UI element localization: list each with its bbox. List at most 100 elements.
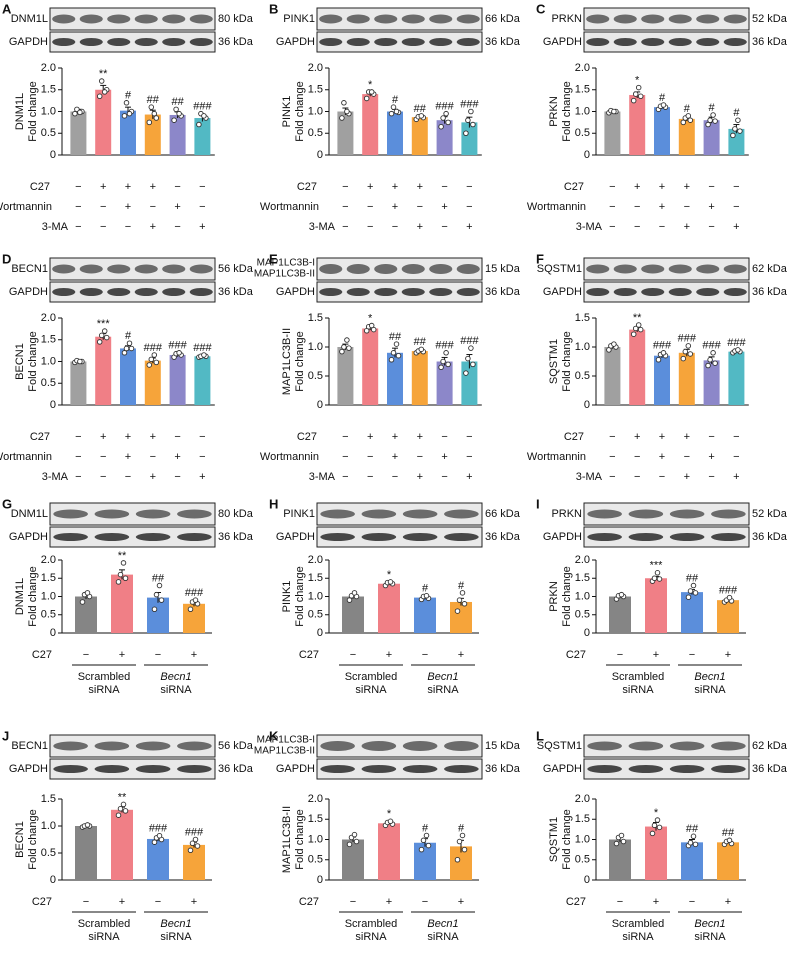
blot-strip	[583, 281, 750, 303]
condition-sign: +	[653, 649, 659, 661]
condition-name: C27	[564, 431, 584, 443]
blot-band	[723, 288, 747, 296]
data-point	[443, 110, 449, 117]
y-tick-label: 1.0	[308, 590, 323, 602]
data-point	[656, 824, 663, 831]
bar	[654, 355, 670, 405]
bar	[362, 328, 379, 405]
blot-band	[586, 288, 610, 296]
condition-sign: −	[155, 649, 161, 661]
data-point	[635, 84, 642, 91]
condition-sign: −	[367, 201, 373, 213]
significance: #	[125, 330, 132, 342]
y-tick-label: 1.5	[308, 84, 323, 96]
data-point	[201, 113, 207, 119]
condition-sign: −	[634, 201, 640, 213]
data-point	[148, 356, 155, 363]
condition-sign: +	[150, 221, 156, 233]
blot-band	[177, 533, 212, 541]
data-point	[735, 347, 741, 353]
data-point	[470, 121, 476, 128]
group-label: siRNA	[622, 931, 654, 943]
data-point	[346, 841, 353, 848]
bar	[436, 361, 453, 405]
condition-sign: +	[199, 221, 205, 233]
data-point	[120, 801, 127, 808]
bar	[609, 596, 631, 633]
data-point	[690, 833, 697, 840]
blot-band	[361, 509, 397, 519]
condition-name: Wortmannin	[260, 201, 319, 213]
blot-band	[346, 264, 370, 274]
y-tick-label: 0	[317, 399, 323, 411]
group-label: Scrambled	[345, 671, 398, 683]
bar	[411, 351, 428, 405]
blot-band	[669, 509, 705, 519]
bar	[411, 117, 428, 155]
data-point	[123, 345, 130, 352]
bar	[678, 118, 695, 155]
loading-label: GAPDH	[543, 286, 582, 298]
y-tick-label: 0.5	[308, 127, 323, 139]
data-point	[363, 95, 370, 102]
blot-band	[346, 288, 370, 296]
blot-band	[641, 14, 665, 24]
data-point	[393, 341, 400, 347]
y-tick-label: 2.0	[575, 62, 590, 74]
y-tick-label: 1.0	[308, 341, 323, 353]
condition-sign: +	[392, 201, 398, 213]
blot-band	[53, 765, 88, 773]
blot-label: SQSTM1	[537, 263, 582, 275]
blot-band	[587, 533, 622, 541]
loading-size: 36 kDa	[218, 531, 254, 543]
y-tick-label: 0.5	[41, 127, 56, 139]
blot-strip	[316, 526, 483, 548]
data-point	[126, 340, 133, 346]
data-point	[654, 817, 661, 823]
bar	[95, 89, 112, 155]
group-label: siRNA	[160, 684, 192, 696]
data-point	[687, 351, 694, 357]
bar	[387, 352, 403, 405]
panel-letter: H	[269, 496, 278, 511]
y-axis-label: Fold change	[561, 809, 573, 870]
blot-strip	[316, 7, 483, 31]
condition-sign: −	[125, 471, 131, 483]
condition-sign: −	[342, 431, 348, 443]
bar	[144, 360, 161, 405]
condition-sign: −	[422, 896, 428, 908]
blot-label: MAP1LC3B-II	[254, 269, 315, 280]
condition-sign: −	[125, 221, 131, 233]
condition-sign: −	[100, 471, 106, 483]
blot-band	[189, 288, 213, 296]
bar	[169, 354, 186, 405]
y-tick-label: 0	[584, 399, 590, 411]
y-tick-label: 0.5	[308, 609, 323, 621]
blot-band	[94, 533, 130, 541]
condition-sign: +	[708, 201, 714, 213]
blot-band	[456, 38, 480, 46]
blot-band	[586, 14, 610, 24]
bar	[450, 601, 472, 633]
blot-band	[429, 14, 453, 24]
blot-band	[346, 14, 370, 24]
data-point	[388, 110, 395, 117]
blot-band	[711, 741, 746, 751]
panel-letter: A	[2, 1, 12, 16]
data-point	[654, 570, 661, 576]
data-point	[440, 358, 446, 365]
bar	[681, 592, 703, 633]
blot-label: PINK1	[283, 508, 315, 520]
condition-sign: −	[422, 649, 428, 661]
blot-band	[641, 288, 665, 296]
significance: ***	[97, 318, 111, 330]
blot-band	[711, 765, 746, 773]
y-tick-label: 1.0	[575, 105, 590, 117]
data-point	[368, 89, 375, 95]
data-point	[341, 100, 347, 106]
data-point	[176, 110, 182, 117]
blot-band	[107, 14, 131, 24]
data-point	[79, 599, 86, 605]
